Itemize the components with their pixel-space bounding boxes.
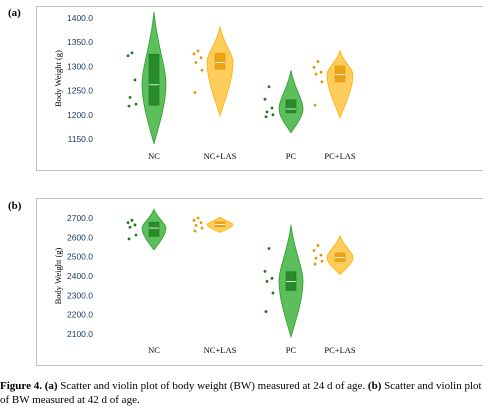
data-point <box>128 95 132 99</box>
y-tick-label: 2300.0 <box>67 290 93 300</box>
data-point <box>134 233 138 237</box>
caption-b-text: Scatter and violin plot of BW measured a… <box>0 380 482 406</box>
data-point <box>267 85 271 89</box>
box <box>148 221 160 237</box>
data-point <box>126 221 130 225</box>
x-category-label: NC <box>148 345 160 355</box>
data-point <box>200 226 204 230</box>
panel-a-label: (a) <box>8 7 21 19</box>
data-point <box>193 229 197 233</box>
chart-b-frame: 2100.0 2200.0 2300.0 2400.0 2500.0 2600.0 2700… <box>36 198 483 366</box>
data-point <box>265 110 269 114</box>
data-point <box>319 70 323 74</box>
violin-shape <box>326 49 354 119</box>
data-point <box>199 56 203 60</box>
data-point <box>265 280 269 283</box>
data-point <box>267 247 271 250</box>
data-point <box>312 65 316 69</box>
data-point <box>192 218 196 222</box>
data-point <box>320 80 324 84</box>
data-point <box>313 103 317 107</box>
caption-figure-number: Figure 4. <box>0 380 42 392</box>
data-point <box>314 256 318 260</box>
data-point <box>316 244 320 247</box>
data-point <box>312 249 316 252</box>
x-category-label: PC+LAS <box>324 345 356 355</box>
x-category-label: NC+LAS <box>204 151 237 161</box>
data-point <box>316 60 320 63</box>
data-point <box>320 259 324 263</box>
data-point <box>196 216 200 220</box>
y-tick-label: 1150.0 <box>68 134 94 144</box>
data-point <box>200 68 204 72</box>
panel-b-label: (b) <box>8 200 22 212</box>
data-point <box>196 49 200 53</box>
y-tick-label: 2100.0 <box>67 329 93 339</box>
y-tick-label: 1250.0 <box>67 86 93 96</box>
chart-a: 1150.0 1200.0 1250.0 1300.0 1350.0 1400.0 Body… <box>53 11 356 161</box>
x-category-label: PC+LAS <box>324 151 356 161</box>
y-tick-label: 1350.0 <box>67 37 93 47</box>
data-point <box>193 91 197 94</box>
x-category-label: NC+LAS <box>204 345 237 355</box>
y-tick-label: 2500.0 <box>67 252 93 262</box>
box <box>148 53 160 106</box>
y-axis-title: Body Weight (g) <box>53 50 63 107</box>
data-point <box>194 61 198 64</box>
data-point <box>271 113 275 117</box>
data-point <box>263 97 267 101</box>
data-point <box>319 253 323 257</box>
x-category-label: PC <box>286 345 297 355</box>
data-point <box>271 291 275 295</box>
box <box>285 99 297 114</box>
data-point <box>130 218 134 222</box>
data-point <box>263 269 267 273</box>
figure-caption: Figure 4. (a) Scatter and violin plot of… <box>0 379 483 407</box>
y-tick-label: 2200.0 <box>67 310 93 320</box>
box <box>334 65 346 83</box>
caption-a-text: Scatter and violin plot of body weight (… <box>57 380 368 392</box>
data-point <box>127 237 131 241</box>
caption-b-tag: (b) <box>367 380 382 392</box>
y-tick-label: 1400.0 <box>67 13 93 23</box>
y-tick-label: 1300.0 <box>67 61 93 71</box>
data-point <box>127 104 131 108</box>
data-point <box>199 221 203 225</box>
data-point <box>130 51 134 55</box>
x-category-label: PC <box>286 151 297 161</box>
data-point <box>133 223 137 227</box>
data-point <box>313 262 317 266</box>
y-tick-label: 1200.0 <box>67 110 93 120</box>
data-point <box>134 102 138 106</box>
box <box>334 252 346 262</box>
x-category-label: NC <box>148 151 160 161</box>
box <box>214 53 226 70</box>
y-tick-label: 2400.0 <box>67 271 93 281</box>
data-point <box>270 276 274 280</box>
data-point <box>128 225 132 229</box>
y-tick-label: 2700.0 <box>67 213 93 223</box>
data-point <box>194 223 198 227</box>
data-point <box>264 115 268 119</box>
caption-a-tag: (a) <box>44 380 58 392</box>
chart-b: 2100.0 2200.0 2300.0 2400.0 2500.0 2600.0 2700… <box>53 208 356 355</box>
data-point <box>126 54 130 58</box>
data-point <box>314 72 318 76</box>
data-point <box>192 52 196 56</box>
chart-a-frame: 1150.0 1200.0 1250.0 1300.0 1350.0 1400.0 Body… <box>36 6 483 171</box>
data-point <box>270 106 274 110</box>
y-axis-title: Body Weight (g) <box>53 247 63 304</box>
data-point <box>264 310 268 313</box>
data-point <box>133 78 137 82</box>
violin-shape <box>206 26 234 118</box>
y-tick-label: 2600.0 <box>67 232 93 242</box>
